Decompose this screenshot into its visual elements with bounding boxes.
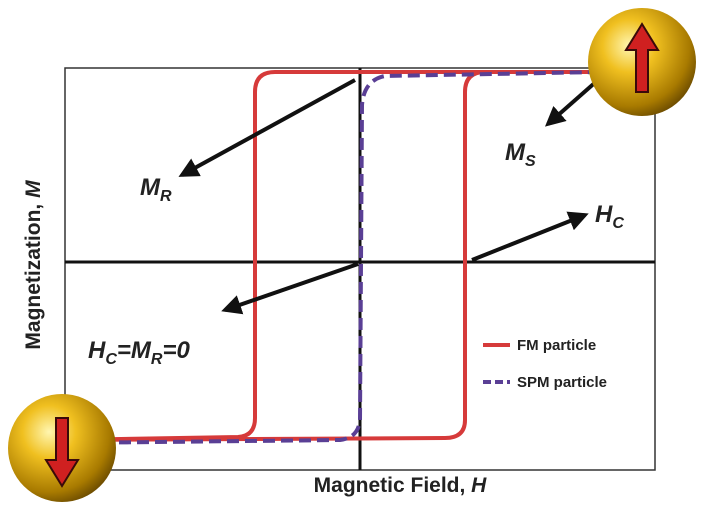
label-sub: R	[160, 188, 172, 205]
arrow-saturation	[548, 80, 598, 124]
arrow-spm	[225, 264, 358, 310]
label-sub: C	[612, 215, 624, 232]
label-sub: C	[105, 351, 117, 368]
label-main: H	[88, 337, 106, 364]
label-main: M	[505, 139, 526, 166]
hysteresis-diagram: MR MS HC HC=MR=0 FM particle SPM particl…	[0, 0, 710, 515]
label-saturation: MS	[505, 139, 536, 170]
label-main: =0	[162, 337, 190, 364]
x-axis-label: Magnetic Field, H	[314, 474, 488, 497]
label-var: H	[471, 474, 487, 497]
label-main: H	[595, 201, 613, 228]
label-coercivity: HC	[595, 201, 624, 232]
label-main: M	[140, 174, 161, 201]
arrow-coercivity	[472, 215, 585, 260]
y-axis-label: Magnetization, M	[22, 180, 45, 350]
arrow-remanence	[182, 80, 355, 175]
particle-down	[8, 394, 116, 502]
label-sub: R	[151, 351, 163, 368]
label-spm: HC=MR=0	[88, 337, 191, 368]
label-text: Magnetization,	[22, 198, 45, 350]
label-sub: S	[525, 153, 536, 170]
label-remanence: MR	[140, 174, 172, 205]
label-main: =M	[117, 337, 152, 364]
particle-up	[588, 8, 696, 116]
label-text: Magnetic Field,	[314, 474, 472, 497]
legend-label: SPM particle	[517, 374, 607, 391]
legend-label: FM particle	[517, 337, 596, 354]
label-var: M	[22, 180, 45, 198]
